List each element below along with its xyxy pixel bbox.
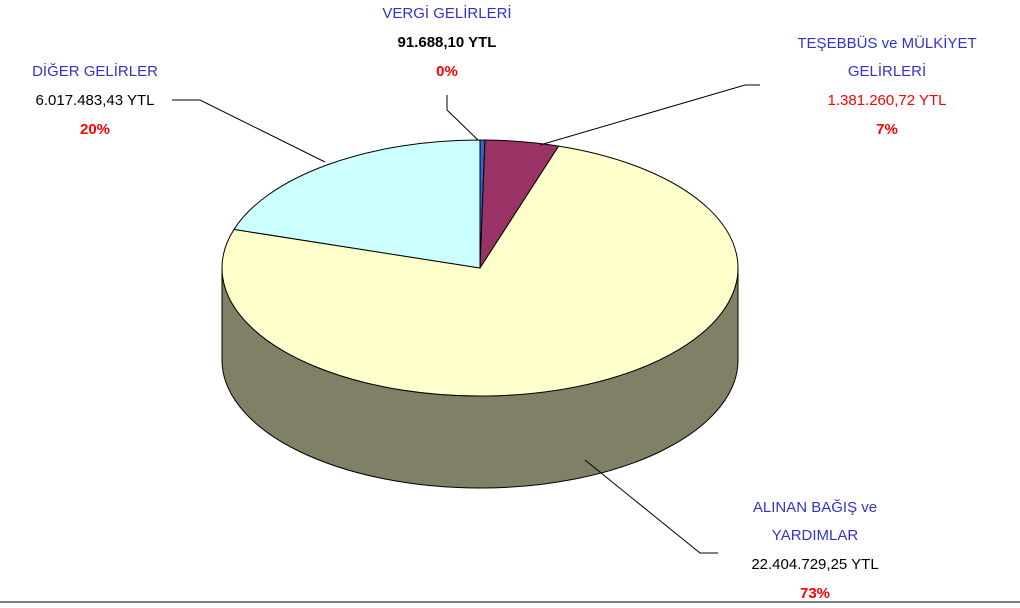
leader-line [539,84,760,146]
percent-label: 7% [876,121,898,138]
slice-label: TEŞEBBÜS ve MÜLKİYET GELİRLERİ 1.381.260,… [787,30,987,144]
value-label: 22.404.729,25 YTL [751,556,879,573]
slice-label: VERGİ GELİRLERİ 91.688,10 YTL 0% [347,0,547,86]
leader-line [172,99,326,163]
percent-label: 20% [79,121,111,138]
category-label: TEŞEBBÜS ve MÜLKİYET GELİRLERİ [797,35,977,80]
leader-line [446,95,479,141]
pie-slice [233,139,481,269]
value-label: 1.381.260,72 YTL [827,92,947,109]
slice-label: ALINAN BAĞIŞ ve YARDIMLAR 22.404.729,25 Y… [715,494,915,608]
value-label: 6.017.483,43 YTL [35,92,155,109]
value-label: 91.688,10 YTL [397,34,497,51]
category-label: ALINAN BAĞIŞ ve YARDIMLAR [752,499,878,544]
pie [221,139,739,489]
category-label: DİĞER GELİRLER [32,63,158,80]
pie-slice [221,145,739,397]
category-label: VERGİ GELİRLERİ [382,5,512,22]
leader-lines [0,84,1020,603]
percent-label: 0% [436,63,458,80]
slice-label: DİĞER GELİRLER 6.017.483,43 YTL 20% [0,58,195,144]
percent-label: 73% [799,585,831,602]
leader-line [584,459,718,554]
